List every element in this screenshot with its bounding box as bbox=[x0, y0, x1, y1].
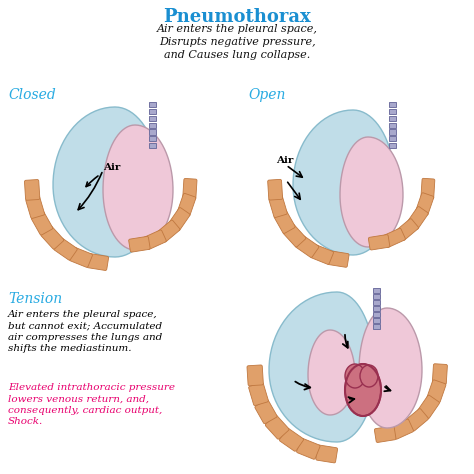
FancyBboxPatch shape bbox=[421, 178, 435, 199]
FancyBboxPatch shape bbox=[295, 236, 319, 257]
FancyBboxPatch shape bbox=[144, 230, 166, 249]
Polygon shape bbox=[293, 110, 395, 255]
FancyBboxPatch shape bbox=[69, 247, 92, 267]
FancyBboxPatch shape bbox=[247, 365, 264, 386]
Bar bbox=[390, 116, 396, 121]
Bar bbox=[374, 306, 381, 310]
FancyBboxPatch shape bbox=[416, 193, 434, 215]
Bar bbox=[149, 109, 156, 114]
Bar bbox=[149, 123, 156, 128]
FancyBboxPatch shape bbox=[396, 219, 419, 240]
FancyBboxPatch shape bbox=[432, 364, 447, 384]
FancyBboxPatch shape bbox=[391, 419, 413, 439]
FancyBboxPatch shape bbox=[407, 207, 428, 229]
Text: Elevated intrathoracic pressure
lowers venous return, and,
consequently, cardiac: Elevated intrathoracic pressure lowers v… bbox=[8, 383, 175, 426]
Bar bbox=[374, 312, 381, 317]
FancyBboxPatch shape bbox=[368, 235, 390, 250]
Polygon shape bbox=[308, 330, 355, 415]
Polygon shape bbox=[103, 125, 173, 250]
Text: Air: Air bbox=[86, 163, 120, 187]
FancyBboxPatch shape bbox=[297, 438, 320, 459]
FancyBboxPatch shape bbox=[41, 226, 64, 249]
Bar bbox=[390, 129, 396, 135]
Bar bbox=[374, 324, 381, 328]
FancyBboxPatch shape bbox=[31, 211, 53, 235]
FancyBboxPatch shape bbox=[279, 428, 303, 451]
Polygon shape bbox=[53, 107, 160, 257]
FancyBboxPatch shape bbox=[128, 237, 150, 252]
FancyBboxPatch shape bbox=[249, 383, 268, 406]
Text: Closed: Closed bbox=[8, 88, 56, 102]
FancyBboxPatch shape bbox=[328, 251, 349, 267]
Polygon shape bbox=[269, 292, 375, 442]
Bar bbox=[390, 137, 396, 141]
Bar bbox=[149, 143, 156, 148]
Bar bbox=[149, 129, 156, 135]
Text: Air enters the pleural space,
Disrupts negative pressure,
and Causes lung collap: Air enters the pleural space, Disrupts n… bbox=[156, 24, 318, 60]
FancyBboxPatch shape bbox=[178, 193, 196, 216]
Ellipse shape bbox=[345, 364, 381, 416]
FancyBboxPatch shape bbox=[316, 445, 337, 463]
FancyBboxPatch shape bbox=[169, 208, 190, 230]
FancyBboxPatch shape bbox=[310, 245, 334, 264]
Ellipse shape bbox=[360, 365, 378, 387]
Bar bbox=[390, 123, 396, 128]
Bar bbox=[149, 137, 156, 141]
FancyBboxPatch shape bbox=[157, 220, 180, 242]
FancyBboxPatch shape bbox=[383, 228, 405, 247]
FancyBboxPatch shape bbox=[268, 179, 283, 200]
FancyBboxPatch shape bbox=[25, 180, 40, 200]
Bar bbox=[390, 109, 396, 114]
Text: Open: Open bbox=[248, 88, 285, 102]
Bar bbox=[149, 116, 156, 121]
FancyBboxPatch shape bbox=[418, 395, 439, 419]
Bar bbox=[390, 102, 396, 107]
Polygon shape bbox=[359, 308, 422, 428]
FancyBboxPatch shape bbox=[274, 210, 295, 234]
Text: Tension: Tension bbox=[8, 292, 62, 306]
Bar bbox=[149, 102, 156, 107]
FancyBboxPatch shape bbox=[183, 179, 197, 199]
FancyBboxPatch shape bbox=[427, 380, 446, 402]
Bar bbox=[374, 288, 381, 292]
Bar bbox=[374, 294, 381, 299]
Bar bbox=[390, 143, 396, 148]
Text: Pneumothorax: Pneumothorax bbox=[163, 8, 311, 26]
Ellipse shape bbox=[345, 364, 365, 388]
Text: Air: Air bbox=[276, 156, 293, 165]
FancyBboxPatch shape bbox=[405, 409, 428, 431]
Bar bbox=[374, 300, 381, 304]
FancyBboxPatch shape bbox=[374, 426, 396, 442]
FancyBboxPatch shape bbox=[269, 195, 287, 218]
FancyBboxPatch shape bbox=[26, 196, 45, 219]
FancyBboxPatch shape bbox=[283, 224, 306, 247]
FancyBboxPatch shape bbox=[54, 238, 77, 260]
FancyBboxPatch shape bbox=[255, 400, 277, 424]
Bar bbox=[374, 318, 381, 322]
FancyBboxPatch shape bbox=[87, 254, 109, 271]
Text: Air enters the pleural space,
but cannot exit; Accumulated
air compresses the lu: Air enters the pleural space, but cannot… bbox=[8, 310, 162, 353]
FancyBboxPatch shape bbox=[265, 415, 289, 439]
Polygon shape bbox=[340, 137, 403, 247]
